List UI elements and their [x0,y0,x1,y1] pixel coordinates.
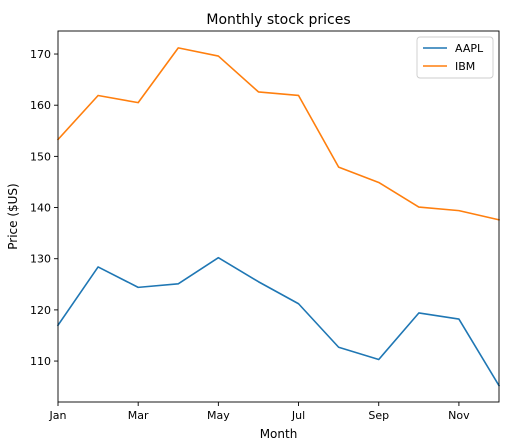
y-tick-label-120: 120 [30,304,51,317]
y-tick-label-130: 130 [30,253,51,266]
legend-label-ibm: IBM [455,60,475,73]
x-tick-label-mar: Mar [128,409,149,422]
x-tick-label-nov: Nov [448,409,470,422]
x-tick-label-sep: Sep [368,409,389,422]
y-tick-label-110: 110 [30,355,51,368]
y-tick-label-150: 150 [30,150,51,163]
x-tick-label-may: May [207,409,230,422]
y-tick-label-170: 170 [30,48,51,61]
chart-title: Monthly stock prices [206,12,350,28]
y-tick-label-140: 140 [30,202,51,215]
x-tick-label-jul: Jul [291,409,305,422]
x-axis-label: Month [260,427,298,441]
x-tick-label-jan: Jan [49,409,67,422]
y-axis-label: Price ($US) [6,183,20,250]
series-line-ibm [56,47,500,221]
legend-label-aapl: AAPL [455,42,484,55]
series-line-aapl [56,256,501,387]
plot-area: Jan Mar May Jul Sep Nov 110 120 130 140 150 160 170 [30,30,501,422]
y-tick-label-160: 160 [30,99,51,112]
legend: AAPL IBM [416,36,494,79]
plot-frame [57,30,500,403]
